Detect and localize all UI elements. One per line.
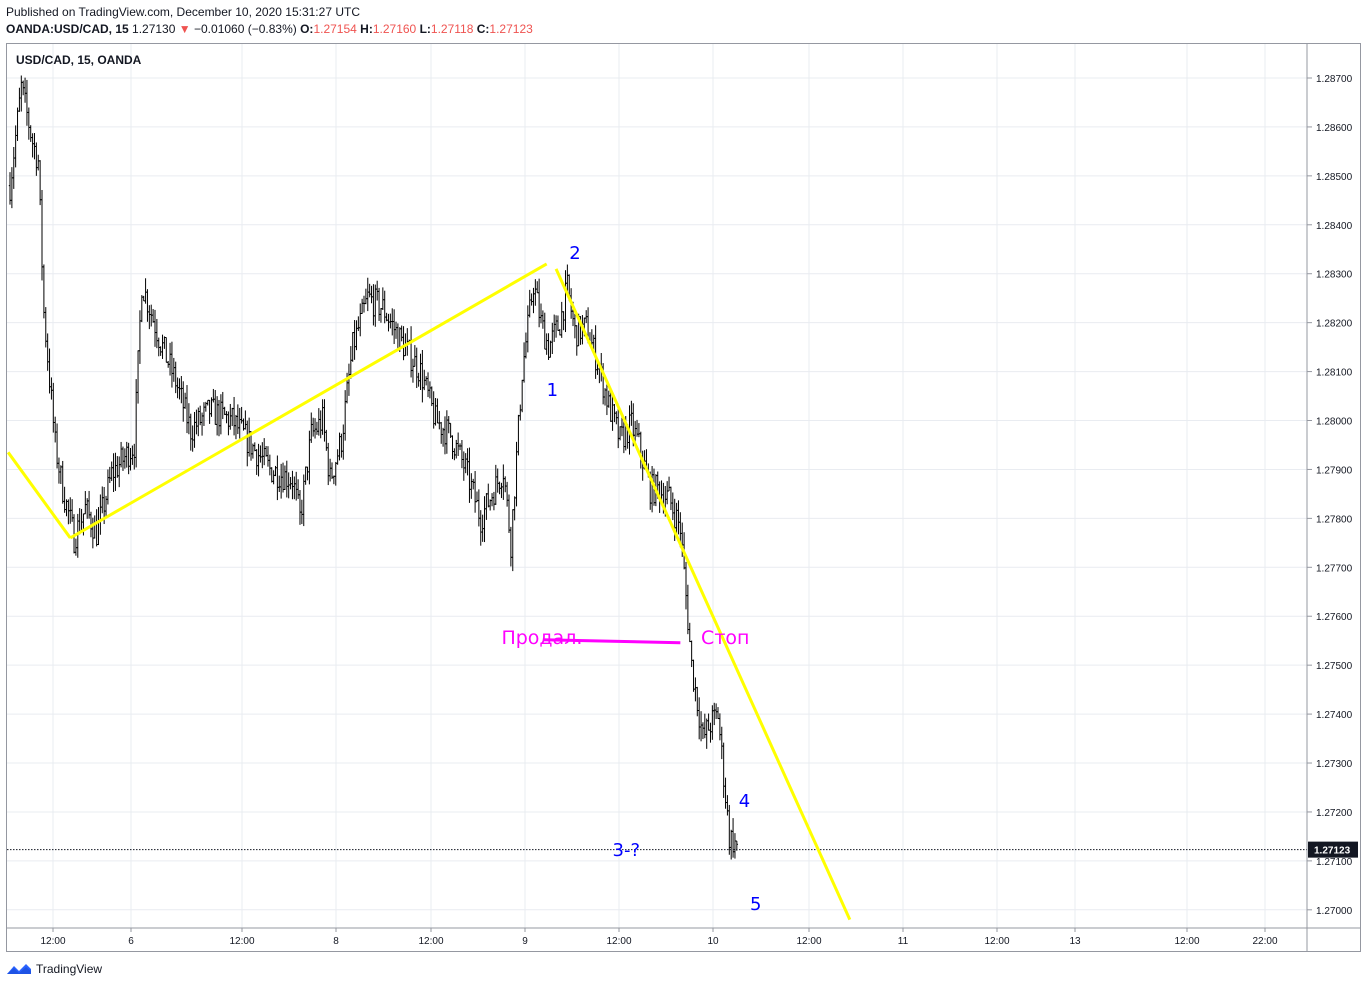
chart-legend: USD/CAD, 15, OANDA: [16, 53, 142, 67]
chart-annotations: 1 2 3-? 4 5 Продал. Стоп: [6, 243, 1307, 921]
x-tick-label: 8: [333, 936, 339, 947]
y-tick-label: 1.28600: [1316, 123, 1353, 134]
y-tick-label: 1.27200: [1316, 808, 1353, 819]
ohlc-bars: [8, 75, 739, 860]
y-tick-label: 1.27800: [1316, 514, 1353, 525]
high-label: H:: [360, 22, 373, 36]
y-tick-label: 1.28100: [1316, 368, 1353, 379]
low-value: 1.27118: [430, 22, 474, 36]
level-annotation: Стоп: [701, 627, 749, 649]
level-annotation: Продал.: [501, 627, 582, 649]
x-tick-label: 9: [522, 936, 528, 947]
x-tick-label: 12:00: [418, 936, 443, 947]
last-price-tag-text: 1.27123: [1314, 846, 1351, 857]
y-tick-label: 1.28000: [1316, 417, 1353, 428]
y-tick-label: 1.27900: [1316, 465, 1353, 476]
symbol-label: OANDA:USD/CAD, 15: [6, 22, 129, 36]
y-tick-label: 1.27000: [1316, 906, 1353, 917]
chart-grid: [7, 44, 1307, 928]
y-tick-label: 1.27400: [1316, 710, 1353, 721]
last-price-header: 1.27130: [132, 22, 176, 36]
trend-line: [6, 451, 72, 539]
y-tick-label: 1.27600: [1316, 612, 1353, 623]
high-value: 1.27160: [372, 22, 417, 36]
y-tick-label: 1.28700: [1316, 74, 1353, 85]
wave-label: 2: [569, 243, 580, 264]
tradingview-logo-icon: [7, 964, 31, 974]
last-price-tag: [1308, 841, 1358, 858]
wave-label: 3-?: [613, 840, 641, 861]
sell-level-line: [542, 638, 681, 645]
chart-frame[interactable]: [6, 43, 1361, 952]
x-tick-label: 13: [1069, 936, 1081, 947]
y-tick-label: 1.27700: [1316, 563, 1353, 574]
y-tick-label: 1.27300: [1316, 759, 1353, 770]
x-tick-label: 12:00: [40, 936, 65, 947]
x-tick-label: 12:00: [606, 936, 631, 947]
open-label: O:: [300, 22, 314, 36]
time-axis: 12:00 6 12:00 8 12:00 9 12:00 10 12:00 11 12:00 13 1…: [7, 927, 1360, 947]
x-tick-label: 11: [898, 936, 909, 947]
open-value: 1.27154: [313, 22, 357, 36]
y-tick-label: 1.28500: [1316, 172, 1353, 183]
x-tick-label: 12:00: [984, 936, 1009, 947]
y-tick-label: 1.28200: [1316, 319, 1353, 330]
wave-label: 5: [750, 894, 761, 915]
y-tick-label: 1.27500: [1316, 661, 1353, 672]
change-value: −0.01060 (−0.83%): [194, 22, 297, 36]
x-tick-label: 6: [128, 936, 134, 947]
close-value: 1.27123: [489, 22, 533, 36]
x-tick-label: 12:00: [796, 936, 821, 947]
ohlc-header: OANDA:USD/CAD, 15 1.27130 ▼ −0.01060 (−0…: [6, 22, 533, 36]
tradingview-brand: TradingView: [36, 962, 103, 976]
x-tick-label: 22:00: [1252, 936, 1277, 947]
low-label: L:: [419, 22, 431, 36]
published-caption: Published on TradingView.com, December 1…: [6, 5, 360, 19]
down-arrow-icon: ▼: [178, 22, 191, 36]
x-tick-label: 10: [707, 936, 719, 947]
trend-line: [554, 268, 852, 921]
tradingview-logo[interactable]: TradingView: [6, 962, 102, 976]
x-tick-label: 12:00: [229, 936, 254, 947]
close-label: C:: [476, 22, 490, 36]
wave-label: 4: [739, 791, 750, 812]
y-tick-label: 1.27100: [1316, 857, 1353, 868]
price-axis: 1.28700 1.28600 1.28500 1.28400 1.28300 1.282…: [1306, 44, 1358, 951]
wave-label: 1: [547, 380, 558, 401]
y-tick-label: 1.28300: [1316, 270, 1353, 281]
x-tick-label: 12:00: [1174, 936, 1199, 947]
trend-line: [69, 262, 548, 540]
y-tick-label: 1.28400: [1316, 221, 1353, 232]
